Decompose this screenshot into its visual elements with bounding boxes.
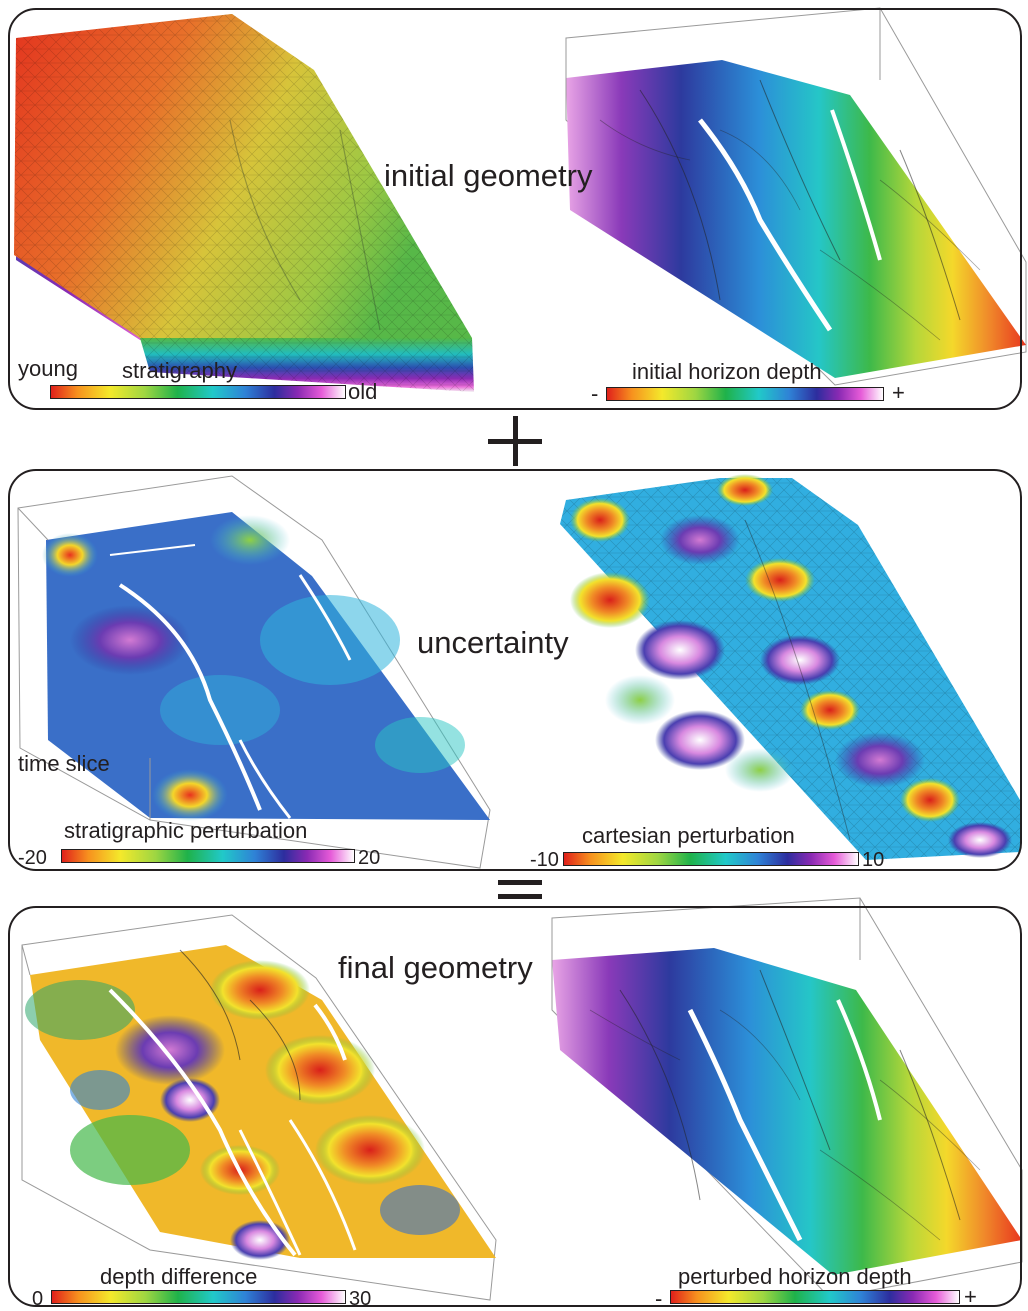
stratigraphy-min-label: young <box>18 356 78 381</box>
perturbed-horizon-min-label: - <box>655 1286 663 1311</box>
panel-title-uncertainty: uncertainty <box>417 625 569 660</box>
initial-horizon-block <box>565 7 1027 386</box>
initial-horizon-max-label: + <box>892 380 905 405</box>
initial-horizon-min-label: - <box>591 381 599 406</box>
perturbed-horizon-colorbar <box>670 1290 960 1304</box>
depth-difference-colorbar <box>51 1290 346 1304</box>
plus-operator: + <box>488 416 542 466</box>
panel-title-initial-geometry: initial geometry <box>384 158 593 193</box>
panel-initial-geometry <box>8 8 1022 410</box>
cartesian-perturbation-max-label: 10 <box>862 849 885 871</box>
depth-difference-max-label: 30 <box>349 1288 372 1310</box>
panel-title-final-geometry: final geometry <box>338 950 533 985</box>
cartesian-perturbation-block <box>560 474 1020 860</box>
initial-horizon-colorbar <box>606 387 884 401</box>
stratigraphy-block <box>14 14 474 392</box>
cartesian-perturbation-min-label: -10 <box>530 849 559 871</box>
depth-difference-block <box>21 914 497 1301</box>
depth-difference-legend-title: depth difference <box>100 1264 258 1289</box>
perturbed-horizon-legend-title: perturbed horizon depth <box>678 1264 912 1289</box>
stratigraphy-colorbar <box>50 385 346 399</box>
time-slice-label: time slice <box>18 751 110 776</box>
stratigraphic-perturbation-colorbar <box>61 849 355 863</box>
panel-uncertainty <box>8 469 1022 871</box>
cartesian-perturbation-colorbar <box>563 852 859 866</box>
depth-difference-min-label: 0 <box>32 1288 44 1310</box>
initial-horizon-legend-title: initial horizon depth <box>632 359 822 384</box>
equals-operator: = <box>498 878 542 902</box>
stratigraphic-perturbation-max-label: 20 <box>358 847 381 869</box>
stratigraphy-max-label: old <box>348 379 378 404</box>
perturbed-horizon-block <box>551 897 1023 1299</box>
cartesian-perturbation-legend-title: cartesian perturbation <box>582 823 795 848</box>
stratigraphic-perturbation-legend-title: stratigraphic perturbation <box>64 818 308 843</box>
stratigraphy-legend-title: stratigraphy <box>122 358 237 383</box>
time-slice-block <box>17 475 491 869</box>
stratigraphic-perturbation-min-label: -20 <box>18 847 47 869</box>
panel-final-geometry <box>8 906 1022 1307</box>
perturbed-horizon-max-label: + <box>964 1284 977 1309</box>
